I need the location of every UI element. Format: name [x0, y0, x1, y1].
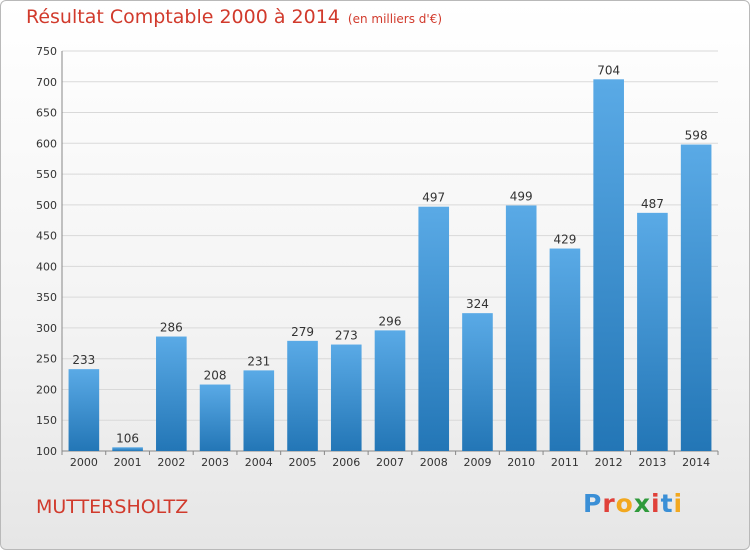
bar-2009	[462, 313, 493, 451]
logo-letter: x	[633, 489, 651, 518]
bar-2007	[374, 330, 406, 451]
proxiti-logo: Proxiti	[583, 489, 683, 518]
bar-2004	[243, 370, 275, 451]
data-label-2007: 296	[379, 314, 402, 328]
logo-letter: i	[673, 489, 684, 518]
x-tick-label-2006: 2006	[332, 456, 360, 469]
data-label-2002: 286	[160, 321, 183, 335]
data-label-2008: 497	[422, 191, 445, 205]
y-tick-label: 100	[36, 445, 57, 458]
data-label-2012: 704	[597, 63, 620, 77]
y-tick-label: 250	[36, 353, 57, 366]
y-tick-label: 200	[36, 383, 57, 396]
x-tick-label-2003: 2003	[201, 456, 229, 469]
logo-letter: r	[602, 489, 616, 518]
x-tick-label-2008: 2008	[420, 456, 448, 469]
data-label-2011: 429	[553, 233, 576, 247]
chart-subtitle: (en milliers d'€)	[347, 12, 443, 26]
bar-2010	[505, 205, 537, 451]
y-tick-label: 450	[36, 230, 57, 243]
logo-letter: i	[651, 489, 661, 518]
logo-letter: o	[615, 489, 634, 518]
y-tick-label: 150	[36, 414, 57, 427]
title-text: Résultat Comptable 2000 à 2014	[26, 6, 340, 28]
x-tick-label-2004: 2004	[245, 456, 273, 469]
data-label-2000: 233	[72, 353, 95, 367]
bar-2012	[593, 79, 624, 452]
y-tick-label: 500	[36, 199, 57, 212]
y-tick-label: 750	[36, 45, 57, 58]
y-tick-label: 350	[36, 291, 57, 304]
x-tick-label-2002: 2002	[157, 456, 185, 469]
y-tick-label: 400	[36, 260, 57, 273]
x-tick-label-2009: 2009	[463, 456, 491, 469]
bar-2008	[418, 206, 450, 451]
x-tick-label-2011: 2011	[551, 456, 579, 469]
bar-2013	[637, 212, 668, 451]
y-tick-label: 700	[36, 76, 57, 89]
x-tick-label-2012: 2012	[595, 456, 623, 469]
data-label-2001: 106	[116, 431, 139, 445]
x-tick-label-2014: 2014	[682, 456, 710, 469]
x-tick-label-2013: 2013	[638, 456, 666, 469]
data-label-2014: 598	[685, 129, 708, 143]
bar-2003	[199, 384, 231, 451]
x-tick-label-2007: 2007	[376, 456, 404, 469]
logo-letter: P	[583, 489, 603, 518]
data-label-2005: 279	[291, 325, 314, 339]
bar-2002	[156, 336, 187, 451]
x-tick-label-2005: 2005	[289, 456, 317, 469]
x-tick-label-2001: 2001	[114, 456, 142, 469]
x-tick-label-2010: 2010	[507, 456, 535, 469]
data-label-2004: 231	[247, 354, 270, 368]
data-label-2010: 499	[510, 189, 533, 203]
y-tick-label: 650	[36, 107, 57, 120]
data-label-2003: 208	[204, 369, 227, 383]
bar-2005	[287, 340, 318, 451]
bar-2001	[112, 447, 143, 451]
x-tick-label-2000: 2000	[70, 456, 98, 469]
y-tick-label: 600	[36, 137, 57, 150]
chart-title: Résultat Comptable 2000 à 2014 (en millie…	[26, 6, 442, 28]
data-label-2013: 487	[641, 197, 664, 211]
logo-letter: t	[660, 489, 674, 518]
bar-2000	[68, 369, 100, 451]
bar-2006	[330, 344, 362, 451]
bar-2014	[680, 144, 712, 452]
y-tick-label: 550	[36, 168, 57, 181]
bar-2011	[549, 248, 581, 451]
y-tick-label: 300	[36, 322, 57, 335]
data-label-2006: 273	[335, 329, 358, 343]
data-label-2009: 324	[466, 297, 489, 311]
commune-name: MUTTERSHOLTZ	[36, 496, 189, 518]
